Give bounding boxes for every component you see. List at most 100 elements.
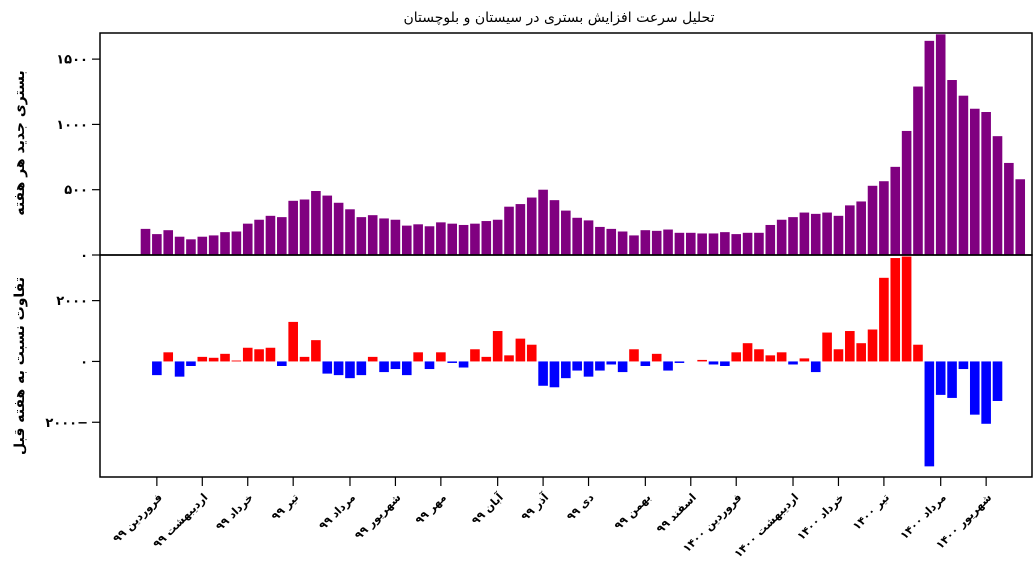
diff-bar	[538, 361, 548, 386]
top-bar	[754, 232, 764, 255]
top-bar	[311, 191, 321, 255]
top-bar	[924, 40, 935, 255]
top-bar	[436, 222, 446, 255]
top-bar	[458, 224, 469, 255]
bottom-panel: تفاوت نسبت به هفته قبل ۲۰۰۰− ۰ ۲۰۰۰	[12, 254, 1033, 478]
diff-bar	[265, 347, 276, 362]
diff-bar	[322, 361, 333, 374]
diff-bar	[788, 361, 798, 365]
diff-bar	[890, 258, 901, 362]
top-bar	[1004, 162, 1014, 255]
top-bar	[254, 219, 264, 255]
top-bar	[197, 236, 208, 255]
diff-bar	[504, 355, 514, 362]
top-bar	[277, 217, 287, 255]
top-bar	[220, 232, 230, 255]
diff-bar	[901, 256, 912, 362]
diff-bar	[152, 361, 162, 376]
diff-bar	[174, 361, 185, 377]
top-panel: بستری جدید هر هفته ۰ ۵۰۰ ۱۰۰۰ ۱۵۰۰	[12, 32, 1033, 264]
diff-bar	[822, 332, 832, 362]
diff-bar	[288, 321, 298, 362]
diff-bar	[447, 361, 458, 363]
diff-bar	[617, 361, 628, 373]
top-bar	[299, 199, 310, 255]
diff-bar	[163, 352, 174, 362]
top-bar	[879, 181, 889, 255]
top-bar	[799, 212, 810, 255]
diff-bar	[640, 361, 651, 366]
diff-bar	[595, 361, 605, 371]
top-bar	[379, 218, 389, 255]
top-bar	[822, 212, 832, 255]
diff-bar	[197, 356, 208, 362]
top-bar	[242, 223, 253, 255]
top-bar	[867, 185, 878, 255]
diff-bar	[572, 361, 582, 371]
diff-bar	[720, 361, 730, 366]
top-ytick-label: ۱۵۰۰	[56, 53, 88, 68]
diff-bar	[799, 358, 810, 362]
top-panel-ylabel: بستری جدید هر هفته	[12, 70, 28, 215]
diff-bar	[708, 361, 719, 365]
diff-bar	[356, 361, 367, 376]
top-bar	[810, 213, 821, 255]
diff-bar	[969, 361, 980, 415]
diff-bar	[958, 361, 969, 370]
top-bar	[538, 189, 548, 255]
top-bar	[890, 166, 901, 255]
diff-bar	[299, 356, 310, 362]
top-bar	[288, 200, 298, 255]
diff-bar	[856, 343, 866, 362]
diff-bar	[697, 359, 707, 362]
bottom-panel-bars	[152, 256, 1003, 467]
top-bar	[572, 217, 582, 255]
diff-bar	[924, 361, 935, 467]
top-bar	[515, 204, 526, 255]
diff-bar	[470, 349, 480, 362]
diff-bar	[629, 349, 639, 362]
diff-bar	[311, 340, 321, 362]
diff-bar	[867, 329, 878, 362]
diff-bar	[367, 356, 378, 362]
top-bar	[992, 136, 1003, 255]
bottom-ytick-label: ۲۰۰۰−	[45, 416, 88, 431]
top-bar	[651, 230, 662, 255]
diff-bar	[208, 357, 219, 362]
top-bar	[720, 232, 730, 255]
diff-bar	[254, 349, 264, 362]
top-bar	[856, 201, 866, 255]
top-bar	[708, 233, 719, 255]
top-bar	[776, 219, 787, 255]
diff-bar	[231, 360, 242, 362]
top-bar	[833, 215, 844, 255]
bottom-panel-frame	[99, 254, 1033, 478]
top-bar	[913, 86, 923, 256]
diff-bar	[833, 349, 844, 362]
top-bar	[674, 232, 685, 255]
top-panel-y-axis: ۰ ۵۰۰ ۱۰۰۰ ۱۵۰۰	[56, 53, 100, 264]
top-bar	[492, 219, 503, 255]
top-bar	[731, 234, 742, 255]
diff-bar	[776, 352, 787, 362]
bottom-panel-ylabel: تفاوت نسبت به هفته قبل	[12, 277, 28, 455]
diff-bar	[220, 353, 230, 362]
diff-bar	[731, 352, 742, 362]
top-bar	[174, 236, 185, 255]
top-bar	[504, 206, 514, 255]
top-bar	[1015, 179, 1026, 255]
bottom-ytick-label: ۲۰۰۰	[56, 294, 88, 309]
top-ytick-label: ۱۰۰۰	[56, 118, 88, 133]
top-bar	[186, 239, 196, 255]
top-bar	[742, 232, 753, 255]
diff-bar	[345, 361, 355, 379]
diff-bar	[458, 361, 469, 368]
top-bar	[333, 202, 344, 255]
top-panel-bars	[140, 34, 1026, 256]
top-bar	[685, 232, 696, 255]
top-bar	[265, 215, 276, 255]
bottom-panel-y-axis: ۲۰۰۰− ۰ ۲۰۰۰	[45, 294, 100, 431]
diff-bar	[277, 361, 287, 366]
